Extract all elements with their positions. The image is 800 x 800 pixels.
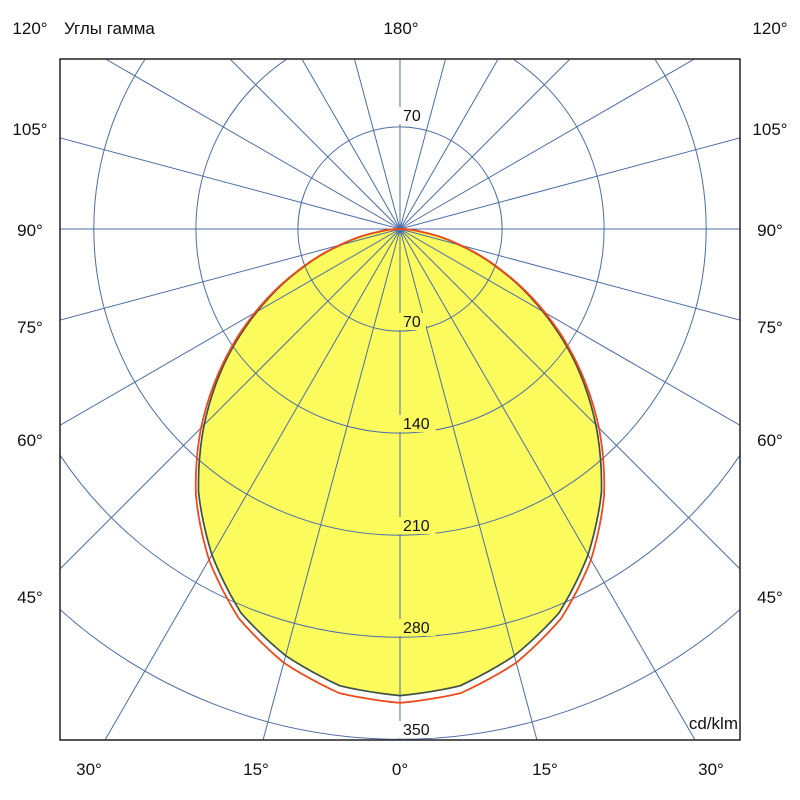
intensity-label-bg	[399, 721, 436, 738]
gamma-label-bottom: 15°	[243, 760, 269, 779]
gamma-label-bottom: 15°	[532, 760, 558, 779]
gamma-label-top: 180°	[383, 19, 418, 38]
intensity-label-bg	[399, 619, 436, 636]
gamma-label-left: 90°	[17, 221, 43, 240]
gamma-label-right: 120°	[752, 19, 787, 38]
gamma-label-bottom: 30°	[698, 760, 724, 779]
grid-ray-300	[60, 228, 401, 426]
intensity-label: 210	[403, 518, 430, 535]
grid-ray-330	[104, 228, 401, 740]
grid-ray-60	[399, 228, 740, 426]
grid-ray-30	[399, 228, 696, 740]
grid-ray-240	[104, 59, 401, 230]
intensity-label: 280	[403, 620, 430, 637]
grid-ray-210	[301, 59, 401, 230]
grid-ray-45	[399, 228, 740, 570]
intensity-label: 350	[403, 722, 430, 739]
grid-ray-165	[399, 59, 447, 230]
chart-frame	[59, 58, 741, 741]
gamma-label-right: 105°	[752, 120, 787, 139]
intensity-label: 140	[403, 416, 430, 433]
unit-label: cd/klm	[689, 714, 738, 733]
grid-ray-150	[399, 59, 499, 230]
grid-ray-195	[353, 59, 401, 230]
gamma-label-bottom: 30°	[76, 760, 102, 779]
curve-c90-270	[197, 228, 603, 697]
curve-c0-180	[194, 228, 606, 704]
chart-title: Углы гамма	[64, 19, 155, 38]
gamma-label-left: 120°	[12, 19, 47, 38]
intensity-label: 70	[403, 314, 421, 331]
intensity-label-bg	[399, 415, 436, 432]
gamma-label-right: 45°	[757, 588, 783, 607]
grid-ray-315	[60, 228, 401, 570]
gamma-label-right: 75°	[757, 318, 783, 337]
grid-ray-225	[229, 59, 401, 230]
grid-ray-255	[60, 137, 401, 230]
grid-ray-15	[399, 228, 538, 740]
grid-ray-105	[399, 137, 740, 230]
grid-ray-345	[262, 228, 401, 740]
gamma-label-left: 105°	[12, 120, 47, 139]
intensity-label-bg	[399, 313, 426, 330]
gamma-label-left: 60°	[17, 431, 43, 450]
gamma-label-bottom: 0°	[392, 760, 408, 779]
grid-ray-135	[399, 59, 571, 230]
intensity-label: 70	[403, 108, 421, 125]
gamma-label-left: 45°	[17, 588, 43, 607]
gamma-label-right: 90°	[757, 221, 783, 240]
grid-ray-75	[399, 228, 740, 321]
gamma-label-left: 75°	[17, 318, 43, 337]
intensity-label-bg	[399, 517, 436, 534]
gamma-label-right: 60°	[757, 431, 783, 450]
grid-ray-120	[399, 59, 696, 230]
grid-ray-285	[60, 228, 401, 321]
intensity-label-bg	[399, 107, 426, 124]
